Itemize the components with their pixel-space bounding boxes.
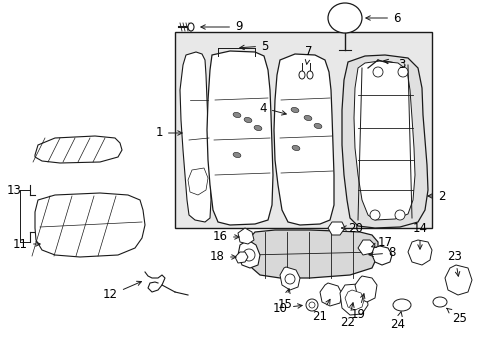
- Text: 3: 3: [383, 58, 405, 71]
- Ellipse shape: [327, 3, 361, 33]
- Circle shape: [243, 249, 254, 261]
- Polygon shape: [247, 230, 377, 278]
- Polygon shape: [187, 168, 207, 195]
- Ellipse shape: [244, 117, 251, 123]
- Text: 10: 10: [273, 302, 302, 315]
- Circle shape: [372, 67, 382, 77]
- Ellipse shape: [305, 299, 317, 311]
- Text: 8: 8: [368, 247, 395, 260]
- Polygon shape: [319, 283, 341, 306]
- Text: 2: 2: [427, 189, 445, 202]
- Text: 15: 15: [277, 289, 292, 311]
- Polygon shape: [339, 284, 367, 315]
- Polygon shape: [35, 136, 122, 163]
- Polygon shape: [235, 252, 247, 263]
- Text: 14: 14: [412, 222, 427, 249]
- Ellipse shape: [254, 125, 262, 131]
- Polygon shape: [280, 267, 299, 290]
- Text: 25: 25: [446, 308, 466, 325]
- Text: 12: 12: [103, 281, 141, 302]
- Text: 18: 18: [210, 251, 236, 264]
- Circle shape: [397, 67, 407, 77]
- Polygon shape: [444, 265, 471, 295]
- Polygon shape: [341, 55, 427, 228]
- Polygon shape: [238, 240, 260, 268]
- Text: 11: 11: [13, 238, 40, 251]
- Text: 5: 5: [239, 40, 268, 53]
- Text: 16: 16: [213, 230, 239, 243]
- Ellipse shape: [432, 297, 446, 307]
- Polygon shape: [35, 193, 145, 257]
- Circle shape: [369, 210, 379, 220]
- Ellipse shape: [291, 145, 299, 150]
- Text: 9: 9: [201, 21, 242, 33]
- Polygon shape: [345, 290, 363, 310]
- Ellipse shape: [313, 123, 321, 129]
- Polygon shape: [407, 240, 431, 265]
- Text: 6: 6: [365, 12, 400, 24]
- Text: 21: 21: [312, 299, 329, 323]
- Ellipse shape: [308, 302, 314, 308]
- Circle shape: [285, 274, 294, 284]
- Polygon shape: [357, 240, 374, 255]
- Circle shape: [394, 210, 404, 220]
- Text: 24: 24: [390, 312, 405, 331]
- Text: 23: 23: [447, 250, 462, 276]
- Text: 13: 13: [7, 184, 22, 197]
- Ellipse shape: [233, 152, 241, 158]
- Bar: [175, 32, 431, 228]
- Ellipse shape: [304, 115, 311, 121]
- Polygon shape: [371, 246, 391, 265]
- Text: 19: 19: [350, 294, 365, 321]
- Ellipse shape: [392, 299, 410, 311]
- Polygon shape: [354, 276, 376, 302]
- Text: 17: 17: [371, 235, 392, 248]
- Text: 22: 22: [340, 303, 355, 329]
- Ellipse shape: [306, 71, 312, 79]
- Text: 7: 7: [305, 45, 312, 64]
- Polygon shape: [273, 54, 333, 225]
- Ellipse shape: [298, 71, 305, 79]
- Ellipse shape: [290, 107, 298, 113]
- Text: 20: 20: [341, 221, 362, 234]
- Polygon shape: [206, 51, 272, 225]
- Ellipse shape: [187, 23, 194, 31]
- Polygon shape: [238, 228, 253, 244]
- Text: 4: 4: [259, 102, 285, 115]
- Polygon shape: [327, 222, 345, 235]
- Ellipse shape: [233, 112, 241, 118]
- Text: 1: 1: [155, 126, 182, 139]
- Polygon shape: [180, 52, 210, 222]
- Polygon shape: [353, 61, 414, 220]
